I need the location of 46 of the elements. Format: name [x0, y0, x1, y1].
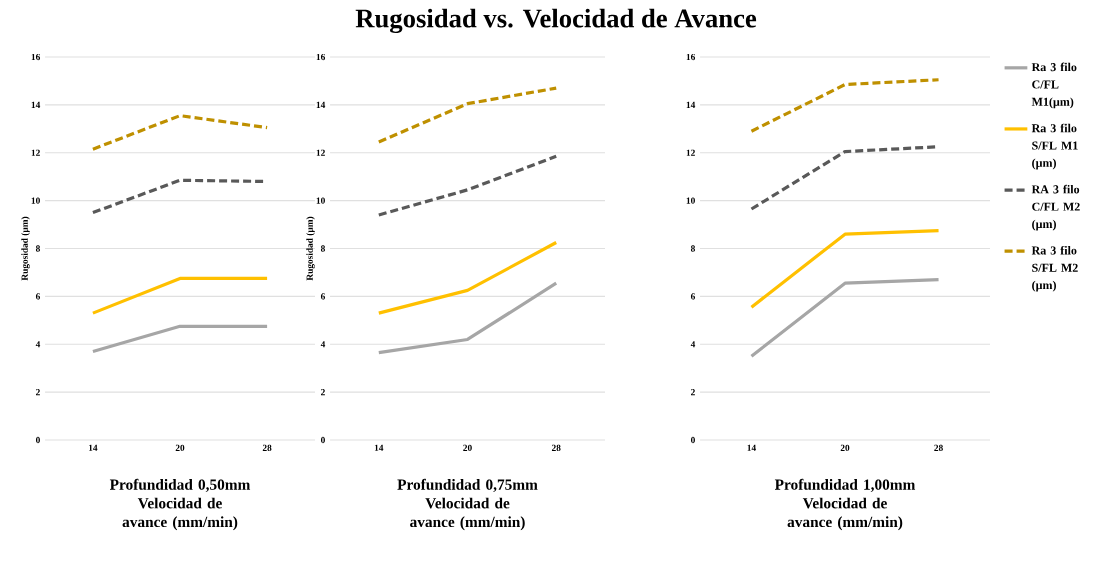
y-tick-label: 6	[320, 293, 326, 300]
y-tick-label: 8	[35, 245, 40, 252]
y-tick-label: 12	[686, 149, 695, 156]
x-tick-label: 20	[840, 444, 850, 451]
x-tick-label: 14	[374, 444, 384, 451]
y-tick-label: 16	[31, 53, 41, 61]
chart-title: Rugosidad vs. Velocidad de Avance	[355, 8, 757, 34]
y-tick-label: 12	[316, 149, 325, 156]
y-tick-label: 4	[320, 341, 326, 348]
y-tick-label: 16	[316, 53, 326, 61]
y-tick-label: 8	[690, 245, 695, 252]
y-tick-label: 0	[690, 436, 695, 444]
x-tick-label: 28	[934, 444, 943, 451]
y-tick-label: 6	[35, 293, 41, 300]
y-tick-label: 2	[36, 389, 40, 396]
y-tick-label: 6	[690, 293, 696, 300]
x-tick-label: 14	[747, 444, 756, 451]
y-tick-label: 14	[686, 101, 696, 108]
y-tick-label: 10	[316, 197, 325, 204]
x-tick-label: 20	[463, 444, 472, 451]
x-tick-label: 20	[175, 444, 185, 451]
legend-label: Ra 3 filo S/FL M2 (µm)	[1031, 245, 1078, 292]
y-tick-label: 16	[686, 53, 696, 61]
y-tick-label: 10	[686, 197, 695, 204]
y-tick-label: 0	[35, 436, 40, 444]
legend-label: RA 3 filo C/FL M2 (µm)	[1031, 184, 1080, 231]
y-tick-label: 8	[320, 245, 325, 252]
x-axis-title: Profundidad 0,50mm Velocidad de avance (mm/min)	[109, 478, 251, 531]
x-axis-title: Profundidad 1,00mm Velocidad de avance (mm/min)	[774, 478, 916, 531]
x-tick-label: 14	[88, 444, 98, 451]
y-tick-label: 0	[320, 436, 325, 444]
x-tick-label: 28	[551, 444, 561, 451]
y-tick-label: 4	[35, 341, 41, 348]
y-tick-label: 14	[31, 101, 41, 108]
x-tick-label: 28	[262, 444, 272, 451]
legend-label: Ra 3 filo S/FL M1 (µm)	[1031, 123, 1078, 170]
x-axis-title: Profundidad 0,75mm Velocidad de avance (mm/min)	[397, 478, 538, 531]
y-tick-label: 12	[31, 149, 40, 156]
y-tick-label: 10	[31, 197, 40, 204]
y-tick-label: 2	[321, 389, 325, 396]
y-axis-title: Rugosidad (µm)	[306, 216, 315, 281]
legend-label: Ra 3 filo C/FL M1(µm)	[1031, 62, 1077, 109]
y-tick-label: 14	[316, 101, 326, 108]
y-tick-label: 2	[691, 389, 695, 396]
y-tick-label: 4	[690, 341, 696, 348]
y-axis-title: Rugosidad (µm)	[21, 216, 30, 281]
